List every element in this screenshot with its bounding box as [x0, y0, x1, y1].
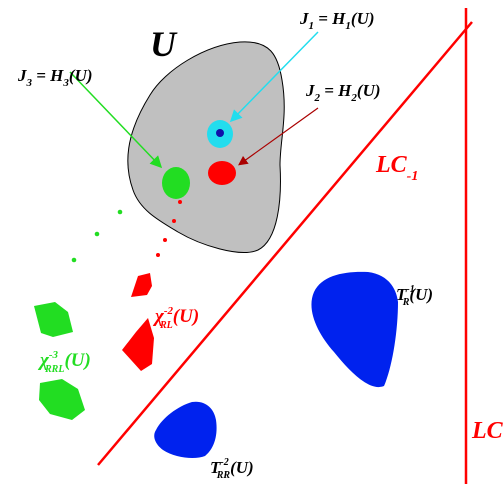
trail-dot — [178, 200, 182, 204]
tr-inverse-label: T-1 R(U) — [396, 284, 433, 308]
j2-label: J2 = H2(U) — [305, 81, 381, 104]
trail-dot — [71, 257, 77, 263]
chi-rrl-label: χ-3 RRL(U) — [37, 349, 91, 375]
green-shape-upper — [34, 302, 73, 337]
j3-label: J3 = H3(U) — [17, 66, 93, 89]
green-dot — [162, 167, 190, 199]
arrow-j2 — [238, 107, 319, 166]
blue-shape-tr — [311, 271, 398, 388]
green-shape-lower — [39, 379, 85, 420]
blue-shape-trr — [154, 401, 217, 458]
trail-dot — [172, 219, 176, 223]
trail-dot — [156, 253, 160, 257]
navy-dot — [216, 129, 224, 137]
trail-dot — [117, 209, 123, 215]
set-u-label: U — [150, 24, 178, 64]
chi-rl-label: χ-2 RL(U) — [152, 305, 199, 331]
arrow-j1 — [229, 31, 319, 123]
j1-label: J1 = H1(U) — [299, 9, 375, 32]
region-u — [127, 41, 285, 253]
arrow-j3 — [69, 71, 163, 169]
lc-label: LC — [471, 418, 504, 444]
lc-minus1-line — [97, 21, 473, 466]
trail-dot — [163, 238, 167, 242]
trail-dot — [94, 231, 100, 237]
red-dot — [208, 161, 236, 185]
lc-minus1-label: LC-1 — [375, 152, 418, 184]
trr-inverse-label: T-2 RR(U) — [210, 457, 254, 481]
red-shape-small — [131, 273, 152, 297]
red-shape-chi-rl — [122, 318, 154, 371]
